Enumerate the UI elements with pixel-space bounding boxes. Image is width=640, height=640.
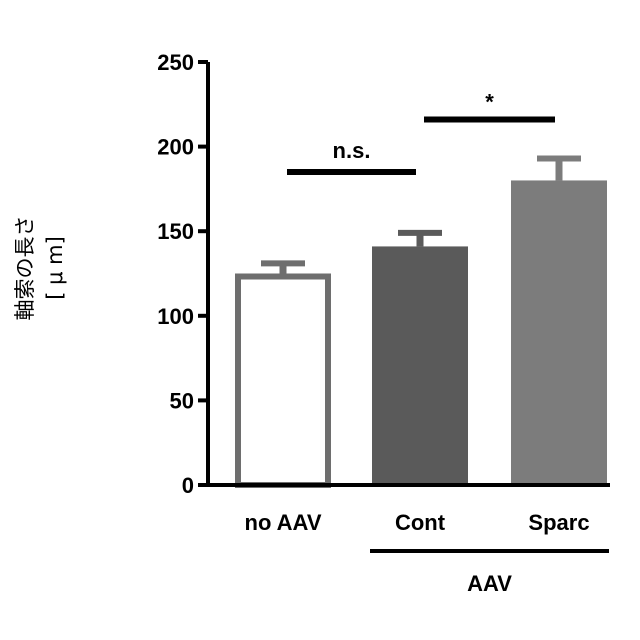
y-tick-label-250: 250 <box>157 50 194 75</box>
bars-layer <box>238 180 607 485</box>
y-tick-label-50: 50 <box>170 388 194 413</box>
bar-cont <box>372 246 468 485</box>
x-tick-label-no-aav: no AAV <box>245 510 322 535</box>
y-tick-label-0: 0 <box>182 473 194 498</box>
x-tick-label-sparc: Sparc <box>528 510 589 535</box>
y-tick-label-150: 150 <box>157 219 194 244</box>
significance-label-2: * <box>485 90 494 115</box>
x-tick-label-cont: Cont <box>395 510 446 535</box>
y-tick-label-200: 200 <box>157 135 194 160</box>
y-axis-label: 軸索の長さ [ μ m] <box>13 216 67 321</box>
y-axis-label-line2: [ μ m] <box>43 236 67 300</box>
significance-label-1: n.s. <box>333 138 371 163</box>
y-tick-label-100: 100 <box>157 304 194 329</box>
bar-sparc <box>511 180 607 485</box>
bar-no-aav <box>238 277 328 486</box>
y-axis-label-line1: 軸索の長さ <box>13 216 37 321</box>
significance-layer: n.s. * <box>287 90 555 172</box>
group-label: AAV <box>467 571 512 596</box>
